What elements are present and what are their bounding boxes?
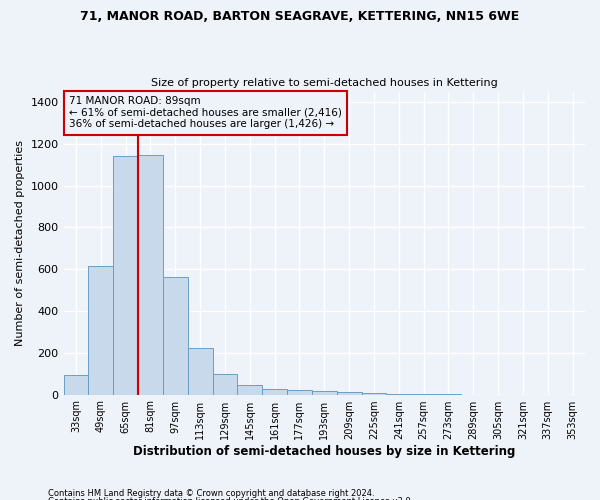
Text: Contains HM Land Registry data © Crown copyright and database right 2024.: Contains HM Land Registry data © Crown c… — [48, 488, 374, 498]
Title: Size of property relative to semi-detached houses in Kettering: Size of property relative to semi-detach… — [151, 78, 497, 88]
Bar — [163, 276, 188, 394]
Bar — [188, 348, 212, 395]
Bar — [337, 392, 362, 394]
X-axis label: Distribution of semi-detached houses by size in Kettering: Distribution of semi-detached houses by … — [133, 444, 515, 458]
Text: 71 MANOR ROAD: 89sqm
← 61% of semi-detached houses are smaller (2,416)
36% of se: 71 MANOR ROAD: 89sqm ← 61% of semi-detac… — [69, 96, 341, 130]
Text: Contains public sector information licensed under the Open Government Licence v3: Contains public sector information licen… — [48, 498, 413, 500]
Bar — [113, 156, 138, 394]
Bar — [88, 266, 113, 394]
Bar — [138, 156, 163, 394]
Bar — [212, 374, 238, 394]
Bar — [312, 391, 337, 394]
Bar — [287, 390, 312, 394]
Text: 71, MANOR ROAD, BARTON SEAGRAVE, KETTERING, NN15 6WE: 71, MANOR ROAD, BARTON SEAGRAVE, KETTERI… — [80, 10, 520, 23]
Bar — [238, 385, 262, 394]
Bar — [64, 374, 88, 394]
Y-axis label: Number of semi-detached properties: Number of semi-detached properties — [15, 140, 25, 346]
Bar — [262, 388, 287, 394]
